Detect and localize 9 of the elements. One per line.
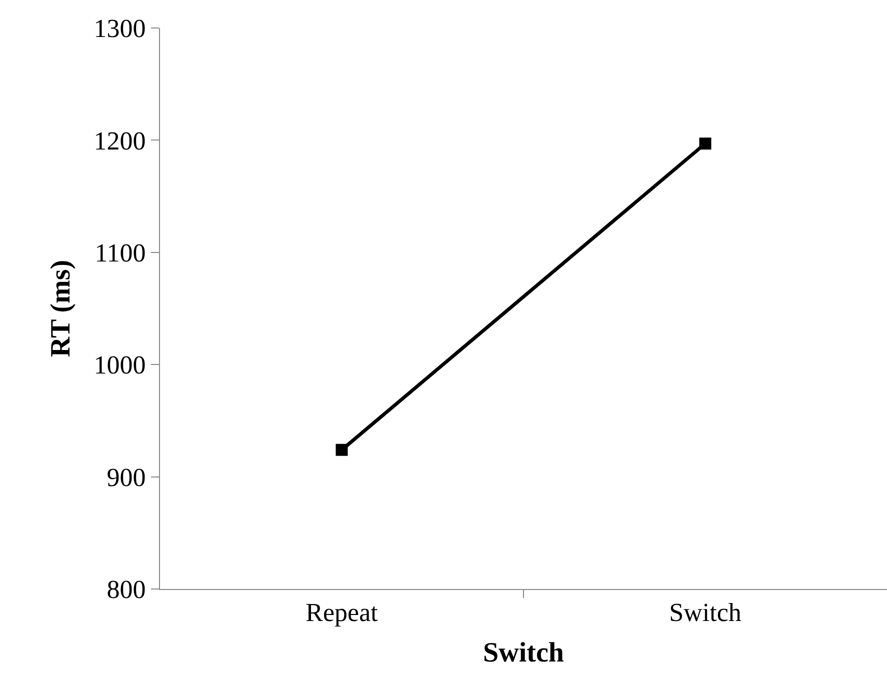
- y-tick-label: 1000: [94, 350, 146, 380]
- y-tick-label: 1300: [94, 14, 146, 44]
- y-axis-title: RT (ms): [46, 260, 76, 358]
- x-tick-label: Repeat: [306, 598, 379, 628]
- y-tick-label: 900: [106, 462, 146, 492]
- y-tick-label: 1200: [94, 126, 146, 156]
- y-tick-label: 800: [106, 575, 146, 604]
- y-tick-label: 1100: [94, 238, 146, 268]
- x-axis-title: Switch: [483, 637, 564, 668]
